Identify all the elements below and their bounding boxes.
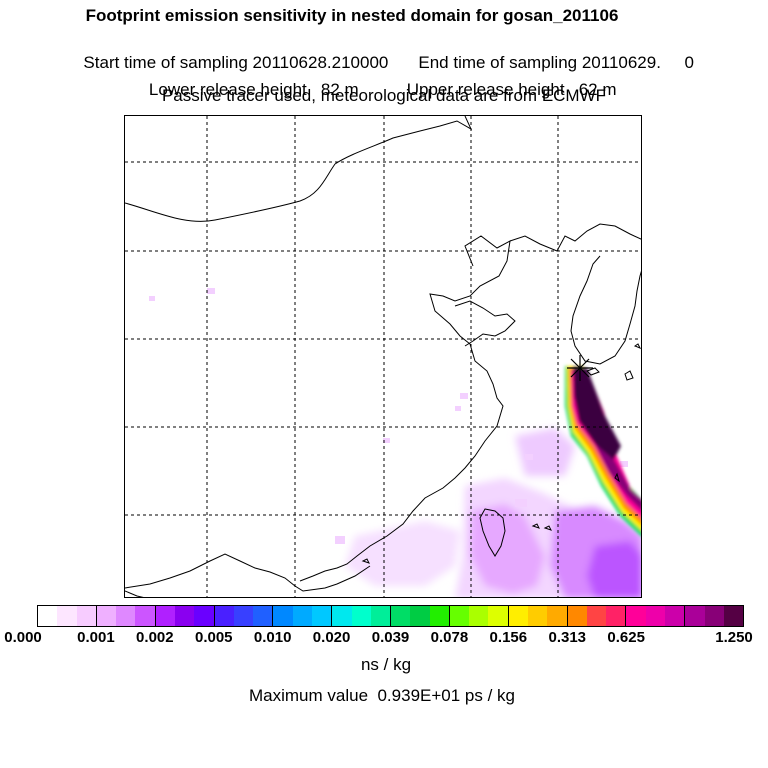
tracer-note: Passive tracer used, meteorological data… <box>161 86 607 105</box>
lower-release-height: Lower release height 82 m <box>148 80 359 99</box>
speck <box>525 454 533 460</box>
colorbar-tick-label: 0.039 <box>371 629 410 646</box>
end-time: End time of sampling 20110629. 0 <box>418 53 695 72</box>
colorbar-swatch <box>684 606 705 626</box>
colorbar-tick-label: 0.156 <box>489 629 528 646</box>
colorbar-swatch <box>311 606 332 626</box>
mongolia-border <box>125 116 473 222</box>
colorbar-swatch <box>95 606 117 626</box>
plume <box>565 366 641 537</box>
colorbar-swatch <box>292 606 312 626</box>
colorbar-swatch <box>38 606 58 626</box>
colorbar-swatch <box>723 606 744 626</box>
speck <box>335 536 345 544</box>
colorbar-tick-label: 0.313 <box>548 629 587 646</box>
colorbar-tick-label: 0.625 <box>607 629 645 646</box>
chart-title: Footprint emission sensitivity in nested… <box>85 6 619 25</box>
colorbar-swatch <box>645 606 665 626</box>
colorbar-swatch <box>351 606 371 626</box>
colorbar-swatch <box>429 606 449 626</box>
colorbar-swatch <box>488 606 508 626</box>
upper-release-height: Upper release height 62 m <box>406 80 617 99</box>
plume-core <box>573 366 621 461</box>
speck <box>460 393 468 399</box>
colorbar-swatch <box>233 606 254 626</box>
korea-peninsula <box>509 223 641 365</box>
coastlines <box>125 116 641 597</box>
colorbar-tick-label: 0.005 <box>194 629 233 646</box>
hainan-inlet <box>125 590 144 597</box>
colorbar-swatch <box>448 606 470 626</box>
speck <box>149 296 155 301</box>
units-label: ns / kg <box>360 655 412 674</box>
colorbar-swatch <box>606 606 626 626</box>
colorbar-tick-label: 1.250 <box>715 629 753 646</box>
colorbar-swatch <box>253 606 273 626</box>
colorbar-swatch <box>528 606 548 626</box>
star-icon <box>567 355 593 381</box>
colorbar-swatch <box>116 606 136 626</box>
colorbar-swatch <box>135 606 155 626</box>
map-panel <box>124 115 642 598</box>
sensitivity-area-coast <box>345 521 460 586</box>
colorbar <box>37 605 744 627</box>
colorbar-swatch <box>625 606 646 626</box>
sensitivity-area-taiwan <box>470 504 545 594</box>
colorbar-swatch <box>194 606 214 626</box>
graticule <box>125 116 641 597</box>
colorbar-swatch <box>76 606 96 626</box>
small-islands <box>361 523 552 564</box>
colorbar-swatch <box>213 606 234 626</box>
colorbar-swatch <box>566 606 587 626</box>
jeju-island <box>586 367 600 376</box>
colorbar-swatch <box>586 606 607 626</box>
colorbar-swatch <box>507 606 529 626</box>
colorbar-swatch <box>469 606 489 626</box>
colorbar-swatch <box>174 606 195 626</box>
colorbar-swatch <box>57 606 77 626</box>
footprint-map <box>125 116 641 597</box>
speck <box>455 406 461 411</box>
japan-islands <box>614 343 641 483</box>
colorbar-swatch <box>390 606 411 626</box>
sampling-times: Start time of sampling 20110628.210000 En… <box>0 33 768 73</box>
sensitivity-area-sea-dark <box>587 541 641 597</box>
colorbar-tick-label: 0.002 <box>136 629 174 646</box>
colorbar-swatch <box>154 606 175 626</box>
colorbar-tick-label: 0.020 <box>312 629 351 646</box>
speck <box>620 461 628 467</box>
colorbar-swatch <box>331 606 352 626</box>
sensitivity-area-east <box>515 428 575 476</box>
colorbar-swatch <box>547 606 567 626</box>
release-heights: Lower release height 82 m Upper release h… <box>0 60 762 100</box>
colorbar-tick-label: 0.001 <box>77 629 115 646</box>
colorbar-swatch <box>704 606 724 626</box>
sensitivity-specks <box>149 288 628 544</box>
maximum-value: Maximum value 0.939E+01 ps / kg <box>249 686 515 705</box>
colorbar-swatch <box>665 606 685 626</box>
start-time: Start time of sampling 20110628.210000 <box>83 53 389 72</box>
colorbar-swatch <box>410 606 430 626</box>
speck <box>515 499 527 507</box>
shandong-peninsula <box>454 300 516 347</box>
colorbar-tick-label: 0.000 <box>4 629 42 646</box>
colorbar-swatch <box>370 606 391 626</box>
colorbar-tick-label: 0.010 <box>253 629 292 646</box>
speck <box>383 438 390 443</box>
sensitivity-field <box>345 428 641 597</box>
speck <box>207 288 215 294</box>
north-china-coast <box>299 235 511 582</box>
colorbar-swatch <box>272 606 293 626</box>
colorbar-tick-label: 0.078 <box>430 629 469 646</box>
south-china-coast <box>125 553 371 592</box>
